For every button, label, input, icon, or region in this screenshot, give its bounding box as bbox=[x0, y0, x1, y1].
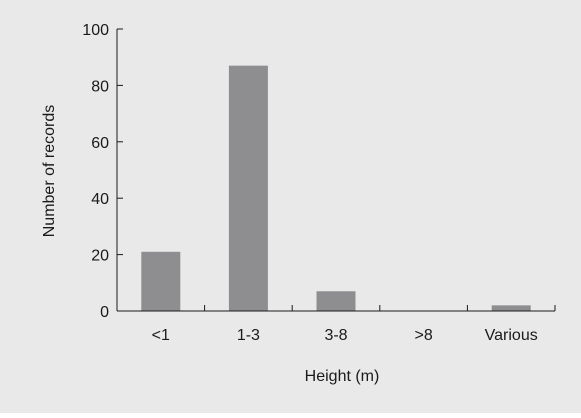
x-tick-label-4: Various bbox=[485, 327, 538, 344]
y-tick-label-4: 80 bbox=[91, 78, 109, 95]
x-axis-title: Height (m) bbox=[305, 368, 380, 385]
y-tick-label-3: 60 bbox=[91, 135, 109, 152]
bar-1 bbox=[229, 66, 268, 311]
y-tick-label-5: 100 bbox=[82, 22, 109, 39]
x-tick-label-1: 1-3 bbox=[237, 327, 260, 344]
y-tick-label-2: 40 bbox=[91, 191, 109, 208]
axes-group bbox=[117, 29, 555, 311]
bar-4 bbox=[492, 305, 531, 311]
y-tick-label-0: 0 bbox=[100, 304, 109, 321]
bars-group bbox=[141, 66, 530, 311]
bar-2 bbox=[317, 291, 356, 311]
x-tick-label-0: <1 bbox=[152, 327, 170, 344]
y-tick-label-1: 20 bbox=[91, 248, 109, 265]
bar-0 bbox=[141, 252, 180, 311]
y-axis-title: Number of records bbox=[41, 105, 58, 238]
x-tick-label-3: >8 bbox=[414, 327, 432, 344]
x-tick-label-2: 3-8 bbox=[324, 327, 347, 344]
